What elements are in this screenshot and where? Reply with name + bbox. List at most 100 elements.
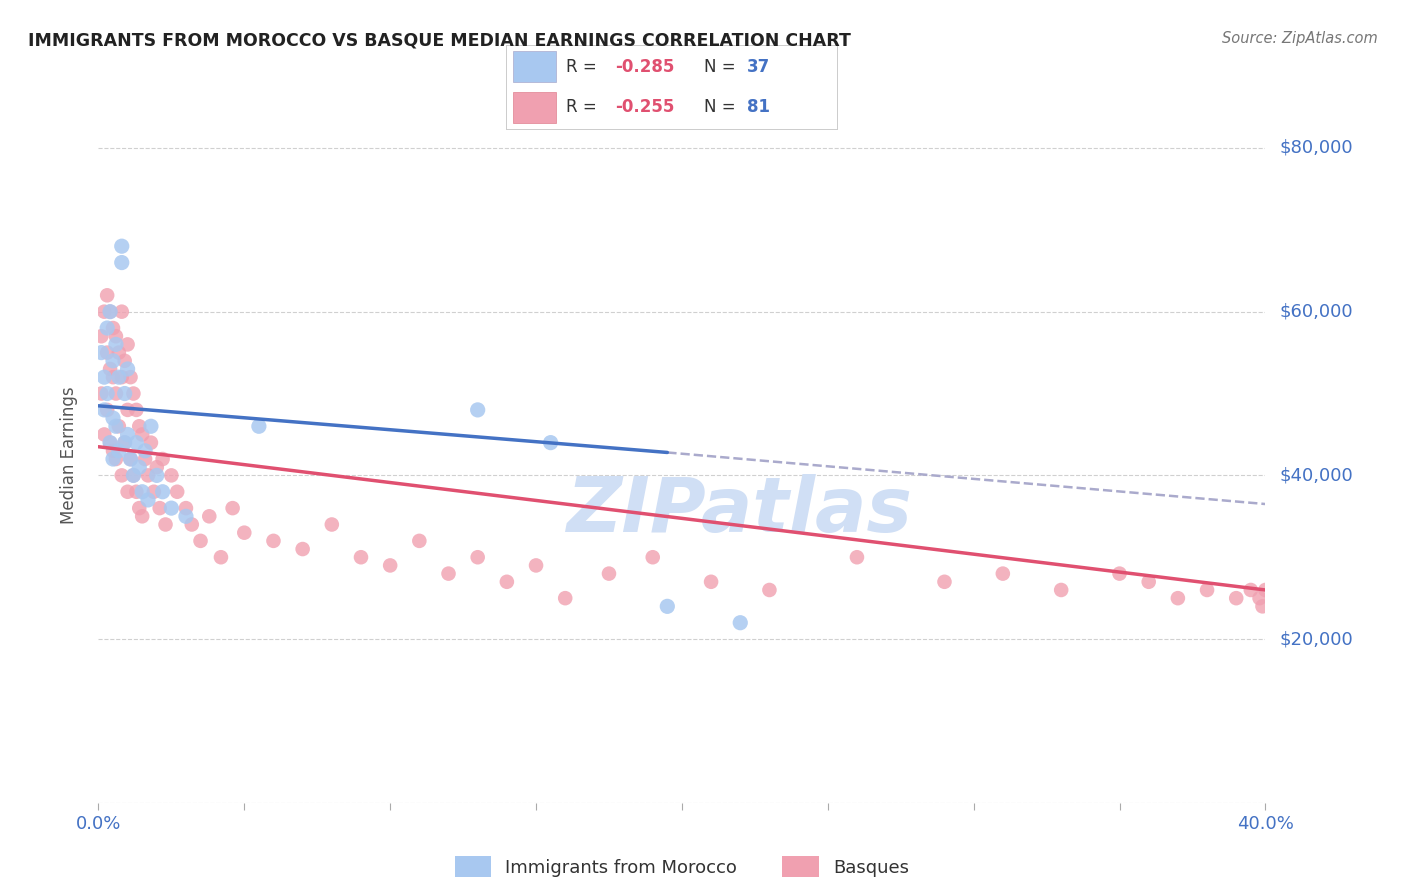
- Point: [247, 419, 270, 434]
- Point: [101, 370, 124, 384]
- FancyBboxPatch shape: [513, 92, 555, 122]
- Text: Source: ZipAtlas.com: Source: ZipAtlas.com: [1222, 31, 1378, 46]
- Point: [96, 403, 118, 417]
- Point: [149, 501, 172, 516]
- Point: [437, 566, 460, 581]
- Point: [152, 452, 174, 467]
- Point: [128, 460, 150, 475]
- Point: [540, 435, 562, 450]
- Point: [378, 558, 402, 573]
- Point: [1108, 566, 1130, 581]
- Point: [117, 362, 139, 376]
- Point: [98, 304, 121, 318]
- Point: [114, 435, 136, 450]
- Point: [1249, 591, 1271, 606]
- Point: [117, 484, 139, 499]
- Point: [122, 468, 145, 483]
- Point: [108, 345, 131, 359]
- Point: [209, 550, 232, 565]
- Point: [524, 558, 547, 573]
- Point: [1225, 591, 1247, 606]
- Point: [131, 427, 153, 442]
- Point: [1167, 591, 1189, 606]
- FancyBboxPatch shape: [513, 52, 555, 82]
- Text: ZIPatlas: ZIPatlas: [567, 474, 914, 548]
- Point: [111, 370, 134, 384]
- Point: [98, 435, 121, 450]
- Point: [598, 566, 620, 581]
- Text: 37: 37: [748, 58, 770, 76]
- Point: [166, 484, 188, 499]
- Point: [350, 550, 373, 565]
- Point: [90, 386, 112, 401]
- Text: $40,000: $40,000: [1279, 467, 1353, 484]
- Point: [291, 542, 314, 557]
- Point: [408, 533, 430, 548]
- Point: [190, 533, 212, 548]
- Point: [122, 468, 145, 483]
- Point: [125, 403, 148, 417]
- Point: [96, 321, 118, 335]
- Point: [108, 443, 131, 458]
- Text: R =: R =: [565, 58, 602, 76]
- Point: [142, 484, 165, 499]
- Point: [104, 419, 127, 434]
- Point: [155, 517, 177, 532]
- Y-axis label: Median Earnings: Median Earnings: [59, 386, 77, 524]
- Point: [1137, 574, 1160, 589]
- Point: [1251, 599, 1274, 614]
- Text: $80,000: $80,000: [1279, 139, 1353, 157]
- Point: [111, 255, 134, 269]
- Point: [758, 582, 780, 597]
- Point: [174, 501, 197, 516]
- Point: [467, 550, 489, 565]
- Point: [101, 411, 124, 425]
- Point: [104, 452, 127, 467]
- Point: [117, 427, 139, 442]
- Point: [117, 337, 139, 351]
- Point: [467, 403, 489, 417]
- Point: [104, 337, 127, 351]
- Point: [114, 435, 136, 450]
- Point: [728, 615, 751, 630]
- Point: [125, 484, 148, 499]
- Point: [262, 533, 284, 548]
- Point: [1050, 582, 1073, 597]
- Point: [991, 566, 1014, 581]
- Point: [198, 509, 221, 524]
- Point: [139, 435, 162, 450]
- Point: [120, 370, 142, 384]
- Point: [136, 468, 159, 483]
- Point: [93, 370, 115, 384]
- Point: [101, 321, 124, 335]
- Text: $60,000: $60,000: [1279, 302, 1353, 321]
- Text: N =: N =: [704, 98, 741, 116]
- Text: $20,000: $20,000: [1279, 630, 1353, 648]
- Point: [98, 435, 121, 450]
- Point: [641, 550, 664, 565]
- Point: [845, 550, 868, 565]
- Point: [134, 443, 156, 458]
- Point: [96, 288, 118, 302]
- Point: [96, 345, 118, 359]
- Point: [90, 345, 112, 359]
- Point: [120, 452, 142, 467]
- Point: [136, 492, 159, 507]
- Point: [122, 386, 145, 401]
- Text: -0.255: -0.255: [616, 98, 675, 116]
- Point: [90, 329, 112, 343]
- Point: [111, 468, 134, 483]
- Point: [125, 435, 148, 450]
- Point: [657, 599, 679, 614]
- Point: [700, 574, 723, 589]
- Point: [101, 452, 124, 467]
- Text: 81: 81: [748, 98, 770, 116]
- Point: [98, 362, 121, 376]
- Point: [1240, 582, 1263, 597]
- Point: [117, 403, 139, 417]
- Point: [131, 484, 153, 499]
- Point: [104, 329, 127, 343]
- Point: [554, 591, 576, 606]
- Point: [495, 574, 517, 589]
- Point: [131, 509, 153, 524]
